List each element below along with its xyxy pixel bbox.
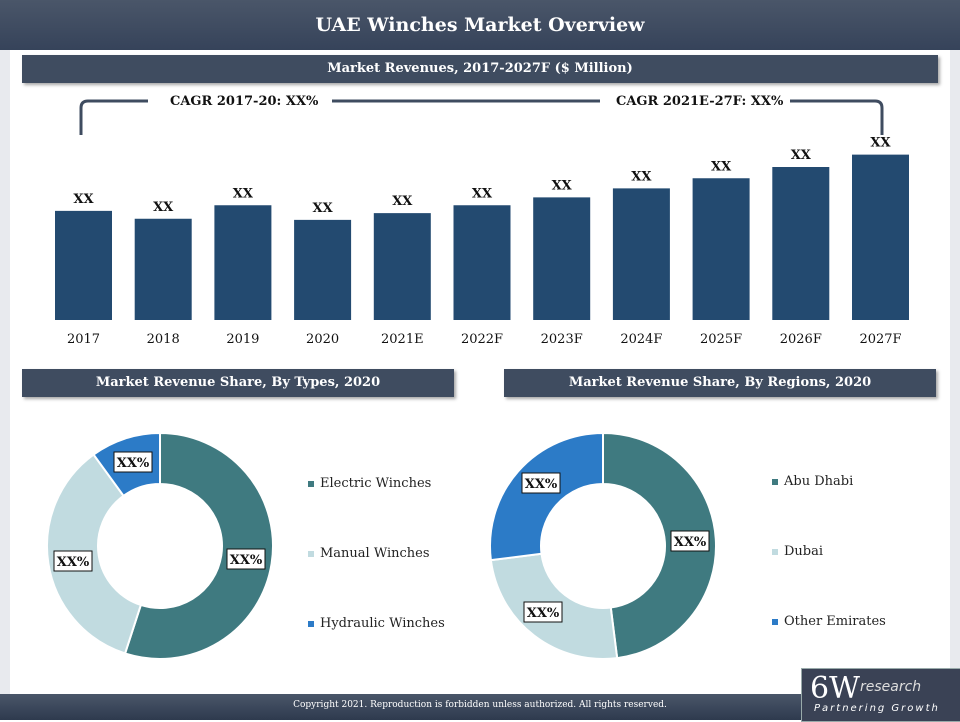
x-tick-2018: 2018 (147, 332, 180, 347)
bar-value-label-2018: XX (153, 200, 174, 215)
types-legend-label: Hydraulic Winches (320, 616, 445, 631)
regions-legend-label: Dubai (784, 544, 824, 559)
regions-label-box-0 (670, 530, 710, 552)
bar-value-label-2022F: XX (472, 186, 493, 201)
bar-value-label-2019: XX (233, 186, 254, 201)
regions-legend-item: Other Emirates (772, 614, 886, 629)
cagr-2017-20-label: CAGR 2017-20: XX% (164, 94, 325, 109)
frame-right (950, 50, 960, 700)
bar-value-label-2024F: XX (631, 169, 652, 184)
x-tick-2022F: 2022F (461, 332, 503, 347)
bar-2024F (612, 188, 670, 320)
bar-value-label-2026F: XX (791, 148, 812, 163)
company-logo: 6W research Partnering Growth (801, 668, 960, 722)
regions-label-box-2 (521, 472, 561, 494)
regions-slice-2 (489, 431, 604, 562)
types-slice-0 (123, 431, 274, 660)
page-title: UAE Winches Market Overview (0, 0, 960, 50)
logo-tagline: Partnering Growth (814, 703, 940, 714)
x-tick-2019: 2019 (226, 332, 259, 347)
types-data-label-1: XX% (57, 555, 90, 570)
revenue-bar-chart: XX 2017 XX 2018 XX 2019 XX 2020 XX 2021E XX 2022F XX… (55, 99, 909, 347)
regions-data-label-2: XX% (525, 477, 558, 492)
x-tick-2024F: 2024F (620, 332, 662, 347)
regions-legend-swatch (772, 618, 778, 625)
copyright-footer: Copyright 2021. Reproduction is forbidde… (0, 694, 960, 720)
bar-2025F (692, 178, 750, 320)
types-legend-swatch (308, 550, 314, 557)
types-label-box-0 (226, 548, 266, 570)
x-tick-2021E: 2021E (381, 332, 424, 347)
cagr-bracket-left (79, 99, 148, 135)
regions-legend-swatch (772, 478, 778, 485)
bar-2017 (55, 210, 112, 320)
revenue-chart-header: Market Revenues, 2017-2027F ($ Million) (22, 55, 938, 83)
regions-slice-1 (489, 552, 619, 660)
types-legend-swatch (308, 620, 314, 627)
types-data-label-0: XX% (230, 553, 263, 568)
x-tick-2017: 2017 (67, 332, 100, 347)
bar-2023F (533, 197, 591, 320)
regions-legend-label: Other Emirates (784, 614, 886, 629)
regions-data-label-0: XX% (674, 535, 707, 550)
x-tick-2025F: 2025F (700, 332, 742, 347)
bar-2018 (134, 218, 192, 320)
bar-2020 (294, 219, 352, 320)
frame-left (0, 50, 10, 700)
x-tick-2027F: 2027F (859, 332, 901, 347)
types-legend-label: Manual Winches (320, 546, 430, 561)
types-legend-item: Electric Winches (308, 476, 431, 491)
regions-data-label-1: XX% (527, 606, 560, 621)
types-legend-swatch (308, 480, 314, 487)
regions-slice-0 (602, 431, 717, 660)
bar-value-label-2020: XX (313, 201, 334, 216)
types-slice-1 (46, 453, 143, 655)
types-legend-label: Electric Winches (320, 476, 432, 491)
bar-2022F (453, 205, 511, 320)
x-tick-2026F: 2026F (780, 332, 822, 347)
bar-value-label-2027F: XX (870, 136, 891, 151)
regions-legend-item: Dubai (772, 544, 823, 559)
bar-value-label-2023F: XX (552, 178, 573, 193)
cagr-bracket-right (790, 99, 884, 135)
cagr-2021-27-label: CAGR 2021E-27F: XX% (610, 94, 790, 109)
bar-value-label-2021E: XX (392, 194, 413, 209)
bar-value-label-2025F: XX (711, 159, 732, 174)
types-chart-header: Market Revenue Share, By Types, 2020 (22, 369, 454, 397)
x-tick-2020: 2020 (306, 332, 339, 347)
bar-2019 (214, 205, 272, 320)
bar-2027F (852, 154, 909, 320)
x-tick-2023F: 2023F (541, 332, 583, 347)
types-legend-item: Hydraulic Winches (308, 616, 445, 631)
bar-2021E (373, 213, 431, 320)
types-legend-item: Manual Winches (308, 546, 430, 561)
bar-value-label-2017: XX (73, 192, 94, 207)
regions-legend-label: Abu Dhabi (784, 474, 854, 489)
regions-legend-item: Abu Dhabi (772, 474, 853, 489)
types-label-box-1 (53, 550, 93, 572)
types-slice-2 (92, 431, 161, 498)
regions-chart-header: Market Revenue Share, By Regions, 2020 (504, 369, 936, 397)
logo-main-text: 6W (810, 671, 860, 706)
regions-legend-swatch (772, 548, 778, 555)
regions-label-box-1 (523, 601, 563, 623)
logo-sub-text: research (860, 679, 922, 695)
types-label-box-2 (113, 451, 153, 473)
types-data-label-2: XX% (117, 456, 150, 471)
bar-2026F (772, 167, 830, 320)
